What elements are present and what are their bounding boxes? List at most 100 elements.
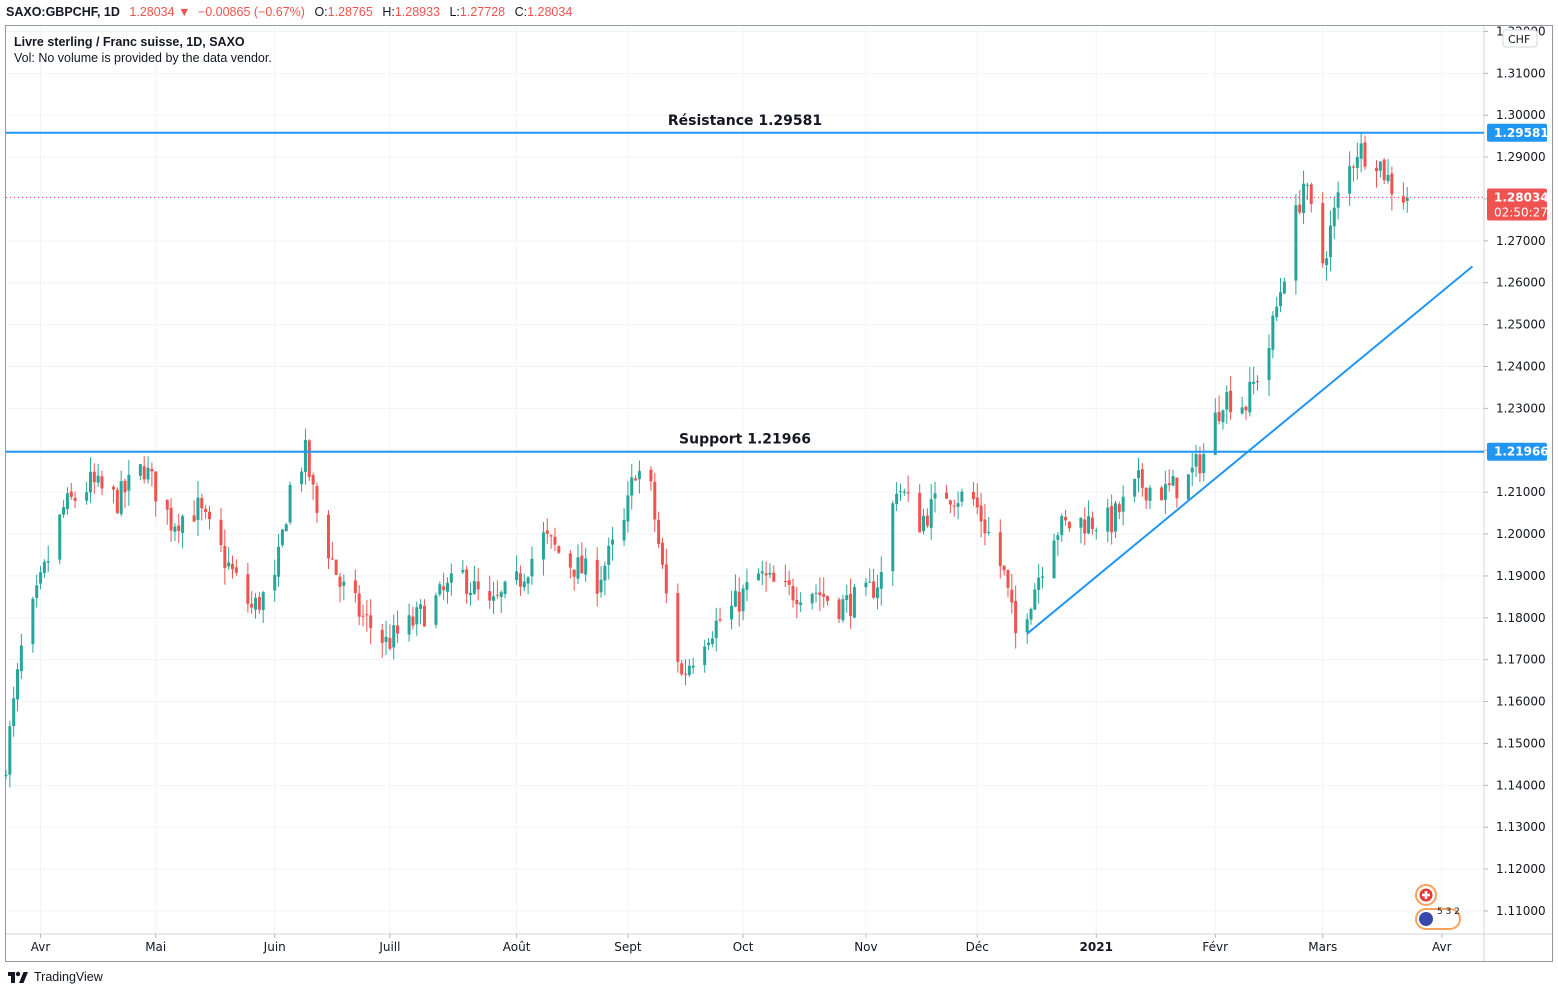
price-tick-label: 1.17000 [1496, 653, 1546, 667]
candle-body [852, 587, 856, 618]
support-axis-tag [1487, 442, 1547, 461]
candle-body [518, 573, 522, 587]
candle-body [637, 471, 641, 480]
candle-body [1117, 504, 1121, 513]
candle [254, 592, 258, 619]
candle [357, 585, 361, 625]
candle-body [687, 665, 691, 675]
symbol-name[interactable]: SAXO:GBPCHF, 1D [6, 5, 120, 19]
candle [169, 498, 173, 542]
candle-body [230, 563, 234, 570]
candle-body [1217, 411, 1221, 422]
candle [599, 566, 603, 598]
candle [469, 582, 473, 606]
candle-body [1140, 469, 1144, 488]
candle [791, 578, 795, 608]
candle [756, 568, 760, 581]
countdown-timer: 02:50:27 [1494, 206, 1548, 220]
candle-body [357, 593, 361, 617]
candle-body [1271, 315, 1275, 350]
candle-body [169, 507, 173, 531]
candle [495, 580, 499, 599]
candle-body [714, 620, 718, 639]
candle-body [1106, 507, 1110, 532]
candle [1282, 277, 1286, 295]
candle-body [177, 525, 181, 531]
candle [445, 577, 449, 604]
candle-body [925, 515, 929, 526]
price-change: −0.00865 (−0.67%) [197, 5, 305, 19]
price-axis: 1.11000 1.12000 1.13000 1.14000 1.15000 1.160… [1483, 24, 1546, 961]
price-tick-label: 1.20000 [1496, 527, 1546, 541]
candle-body [472, 581, 476, 594]
candle-body [488, 591, 492, 601]
candle-body [745, 582, 749, 590]
candle-body [611, 539, 615, 545]
candle [768, 563, 772, 579]
candle-body [207, 511, 211, 520]
candle-body [1144, 487, 1148, 501]
candle [983, 504, 987, 546]
candle [691, 657, 695, 674]
price-tick-label: 1.19000 [1496, 569, 1546, 583]
candle-body [676, 593, 680, 662]
candle-body [906, 492, 910, 494]
candle-body [1136, 470, 1140, 479]
candle-body [975, 497, 979, 508]
close-label: C: [514, 5, 528, 19]
candle-body [849, 593, 853, 616]
candle-body [1213, 412, 1217, 455]
time-tick-label: Juin [263, 940, 286, 954]
candle [1279, 278, 1283, 313]
candle [522, 573, 526, 592]
candle [576, 544, 580, 584]
candle-body [810, 593, 814, 604]
candle [200, 493, 204, 521]
candle-body [192, 515, 196, 522]
candle [960, 488, 964, 507]
candle [707, 638, 711, 651]
candle-body [683, 673, 687, 675]
candle-body [929, 499, 933, 528]
candle [764, 561, 768, 592]
candle [326, 510, 330, 570]
last-price-value: 1.28034 [1494, 191, 1549, 205]
time-tick-label: Juill [378, 940, 400, 954]
candle-body [756, 573, 760, 581]
candle [1117, 501, 1121, 520]
close-value: 1.28034 [527, 5, 573, 19]
candle-body [1202, 454, 1206, 474]
candle-body [384, 636, 388, 642]
candle-body [204, 508, 208, 513]
candle [472, 565, 476, 595]
candle-body [891, 503, 895, 572]
candle-body [1041, 576, 1045, 578]
candle-body [710, 638, 714, 644]
candle [1275, 296, 1279, 322]
candle [207, 505, 211, 530]
candle [192, 500, 196, 523]
candle-body [1401, 196, 1405, 203]
candle [1336, 181, 1340, 220]
candle [557, 545, 561, 555]
candle-body [469, 592, 473, 596]
candle-body [303, 439, 307, 472]
candle-body [580, 555, 584, 574]
candle-body [1302, 183, 1306, 214]
candle [1010, 573, 1014, 614]
candle [864, 578, 868, 597]
brand-name[interactable]: TradingView [34, 970, 103, 984]
candle [219, 507, 223, 553]
candle-body [952, 505, 956, 507]
resistance-axis-tag [1487, 123, 1547, 142]
candle [975, 483, 979, 515]
uk-flag-icon [1419, 912, 1433, 926]
candle-body [1171, 476, 1175, 486]
candle [683, 659, 687, 686]
candle [150, 462, 154, 487]
time-tick-label: Déc [966, 940, 989, 954]
candle [35, 574, 39, 608]
candle-body [1064, 517, 1068, 521]
candle [741, 584, 745, 621]
